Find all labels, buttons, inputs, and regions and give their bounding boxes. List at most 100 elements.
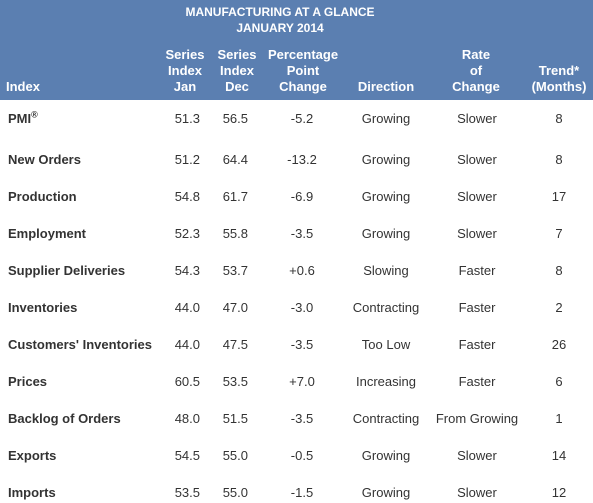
trend-months: 17 [551, 189, 567, 204]
table-row: New Orders 51.2 64.4 -13.2 Growing Slowe… [0, 141, 593, 178]
rate-of-change: Slower [457, 448, 497, 463]
rate-of-change: Slower [457, 152, 497, 167]
trend-months: 8 [555, 111, 563, 126]
direction: Growing [361, 226, 411, 241]
point-change: -3.5 [290, 337, 314, 352]
series-jan: 53.5 [174, 485, 200, 500]
trend-months: 2 [555, 300, 563, 315]
series-jan: 54.3 [174, 263, 200, 278]
trend-months: 7 [555, 226, 563, 241]
table-header: MANUFACTURING AT A GLANCE JANUARY 2014 I… [0, 0, 593, 100]
series-jan: 51.3 [174, 111, 200, 126]
registered-mark: ® [31, 109, 38, 120]
table-row: Customers' Inventories 44.0 47.5 -3.5 To… [0, 326, 593, 363]
table-row: Inventories 44.0 47.0 -3.0 Contracting F… [0, 289, 593, 326]
point-change: +7.0 [289, 374, 315, 389]
point-change: -5.2 [290, 111, 314, 126]
rate-of-change: From Growing [435, 411, 519, 426]
title-line-1: MANUFACTURING AT A GLANCE [185, 5, 375, 19]
trend-months: 26 [551, 337, 567, 352]
table-row: Imports 53.5 55.0 -1.5 Growing Slower 12 [0, 474, 593, 503]
trend-months: 8 [555, 263, 563, 278]
series-dec: 55.8 [222, 226, 248, 241]
trend-months: 8 [555, 152, 563, 167]
series-dec: 55.0 [222, 485, 248, 500]
trend-months: 14 [551, 448, 567, 463]
series-dec: 56.5 [222, 111, 248, 126]
row-index-label: Customers' Inventories [8, 337, 152, 352]
rate-of-change: Faster [458, 337, 496, 352]
table-title: MANUFACTURING AT A GLANCE JANUARY 2014 [0, 4, 560, 36]
col-header-index: Index [6, 79, 40, 94]
row-index-label: New Orders [8, 152, 81, 167]
rate-of-change: Faster [458, 300, 496, 315]
table-row: Prices 60.5 53.5 +7.0 Increasing Faster … [0, 363, 593, 400]
direction: Growing [361, 111, 411, 126]
direction: Growing [361, 189, 411, 204]
rate-of-change: Faster [458, 374, 496, 389]
col-header-trend: Trend* (Months) [531, 63, 587, 94]
direction: Slowing [363, 263, 409, 278]
row-index-label: Imports [8, 485, 56, 500]
table-row: Supplier Deliveries 54.3 53.7 +0.6 Slowi… [0, 252, 593, 289]
series-jan: 48.0 [174, 411, 200, 426]
table-row: PMI® 51.3 56.5 -5.2 Growing Slower 8 [0, 100, 593, 137]
row-index-label: Prices [8, 374, 48, 389]
series-jan: 44.0 [174, 337, 200, 352]
series-jan: 44.0 [174, 300, 200, 315]
series-dec: 55.0 [222, 448, 248, 463]
row-index-label: Supplier Deliveries [8, 263, 126, 278]
rate-of-change: Faster [458, 263, 496, 278]
series-dec: 53.7 [222, 263, 248, 278]
table-row: Backlog of Orders 48.0 51.5 -3.5 Contrac… [0, 400, 593, 437]
title-line-2: JANUARY 2014 [236, 21, 324, 35]
series-dec: 53.5 [222, 374, 248, 389]
series-dec: 47.5 [222, 337, 248, 352]
col-header-jan: Series Index Jan [165, 47, 205, 94]
table-row: Employment 52.3 55.8 -3.5 Growing Slower… [0, 215, 593, 252]
direction: Growing [361, 485, 411, 500]
point-change: -3.5 [290, 411, 314, 426]
series-jan: 54.8 [174, 189, 200, 204]
direction: Growing [361, 448, 411, 463]
point-change: -1.5 [290, 485, 314, 500]
direction: Contracting [352, 411, 420, 426]
trend-months: 12 [551, 485, 567, 500]
col-header-change: Percentage Point Change [267, 47, 339, 94]
rate-of-change: Slower [457, 226, 497, 241]
direction: Growing [361, 152, 411, 167]
series-jan: 51.2 [174, 152, 200, 167]
direction: Increasing [356, 374, 416, 389]
series-dec: 61.7 [222, 189, 248, 204]
row-index-label: Employment [8, 226, 87, 241]
rate-of-change: Slower [457, 485, 497, 500]
series-dec: 64.4 [222, 152, 248, 167]
series-jan: 52.3 [174, 226, 200, 241]
table-row: Exports 54.5 55.0 -0.5 Growing Slower 14 [0, 437, 593, 474]
rate-of-change: Slower [457, 189, 497, 204]
series-dec: 51.5 [222, 411, 248, 426]
point-change: -0.5 [290, 448, 314, 463]
col-header-dec: Series Index Dec [217, 47, 257, 94]
row-index-label: Exports [8, 448, 57, 463]
point-change: -3.0 [290, 300, 314, 315]
series-dec: 47.0 [222, 300, 248, 315]
col-header-direction: Direction [357, 79, 415, 94]
point-change: -3.5 [290, 226, 314, 241]
rate-of-change: Slower [457, 111, 497, 126]
series-jan: 60.5 [174, 374, 200, 389]
point-change: -13.2 [287, 152, 317, 167]
direction: Too Low [361, 337, 411, 352]
row-index-label: Inventories [8, 300, 78, 315]
series-jan: 54.5 [174, 448, 200, 463]
point-change: -6.9 [290, 189, 314, 204]
col-header-rate: Rate of Change [452, 47, 500, 94]
trend-months: 1 [555, 411, 563, 426]
table-row: Production 54.8 61.7 -6.9 Growing Slower… [0, 178, 593, 215]
point-change: +0.6 [289, 263, 315, 278]
row-index-label: Backlog of Orders [8, 411, 121, 426]
row-index-label: PMI® [8, 109, 38, 126]
direction: Contracting [352, 300, 420, 315]
trend-months: 6 [555, 374, 563, 389]
